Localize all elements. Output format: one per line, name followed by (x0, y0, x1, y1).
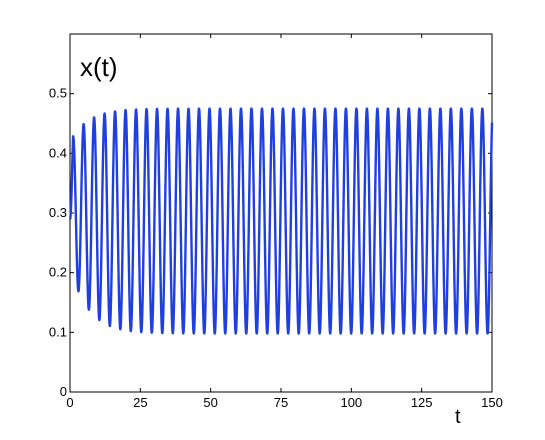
x-tick-label: 150 (481, 395, 503, 410)
x-tick-label: 0 (66, 395, 73, 410)
x-axis-label: t (455, 406, 461, 428)
x-tick-label: 50 (203, 395, 217, 410)
series-layer (68, 107, 494, 335)
x-tick-label: 75 (274, 395, 288, 410)
series-line-x (68, 107, 494, 335)
x-tick-label: 25 (133, 395, 147, 410)
y-tick-label: 0 (60, 384, 67, 399)
y-tick-label: 0.5 (49, 86, 67, 101)
y-tick-label: 0.4 (49, 145, 67, 160)
ticks-layer: 0 25 50 75 100 125 150 0 0.1 0.2 0.3 0.4 0.5 (49, 34, 503, 410)
y-tick-label: 0.3 (49, 205, 67, 220)
y-tick-label: 0.1 (49, 324, 67, 339)
x-tick-label: 100 (340, 395, 362, 410)
y-tick-label: 0.2 (49, 265, 67, 280)
x-tick-label: 125 (411, 395, 433, 410)
y-axis-label: x(t) (80, 52, 118, 82)
